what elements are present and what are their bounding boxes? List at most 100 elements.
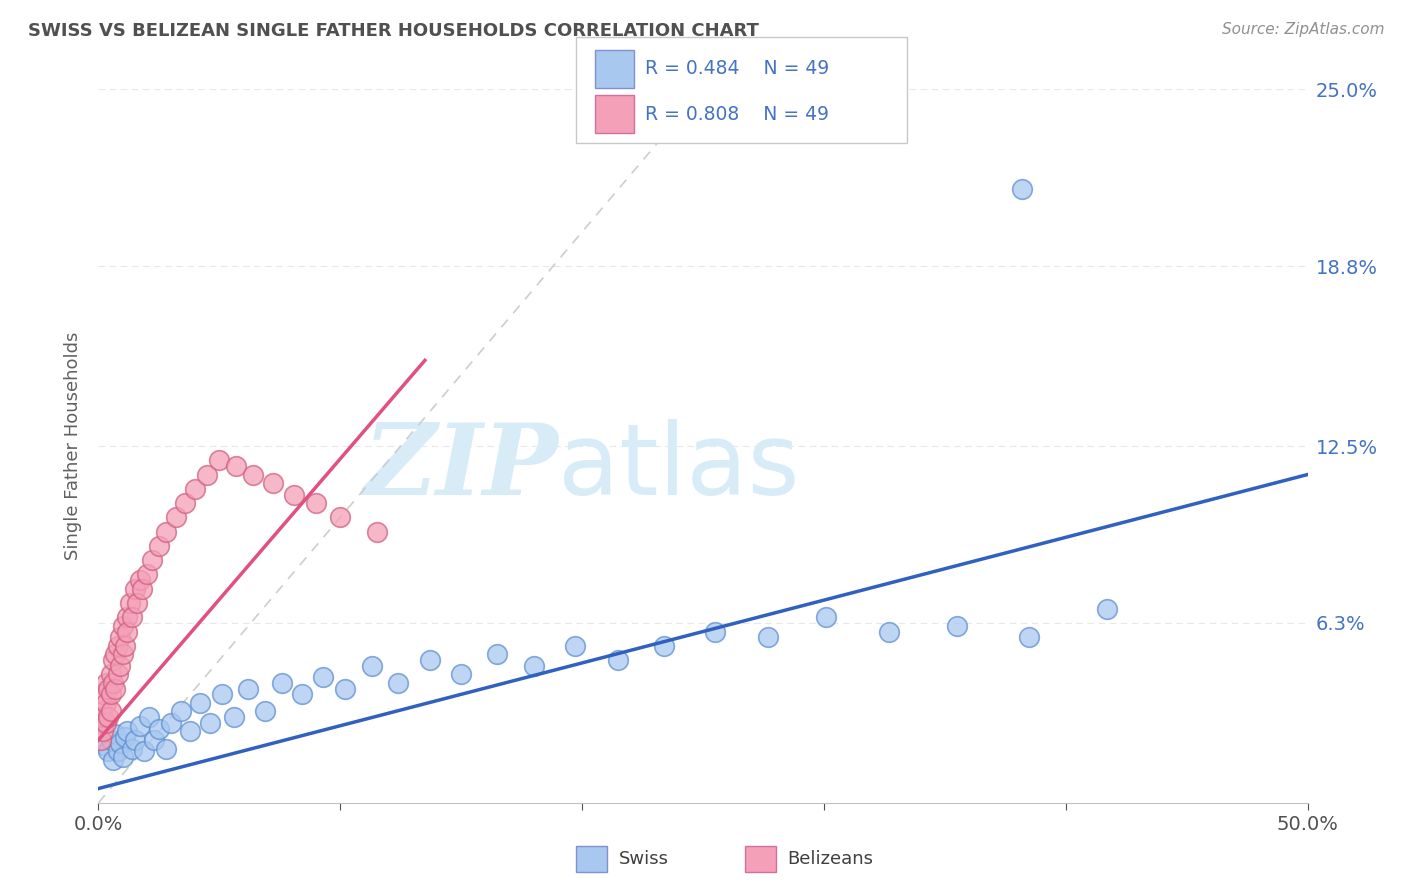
Point	[1095, 601, 1118, 615]
Point	[107, 744, 129, 758]
Point	[564, 639, 586, 653]
Point	[100, 733, 122, 747]
Point	[815, 610, 838, 624]
Point	[117, 624, 139, 639]
Point	[108, 630, 131, 644]
Point	[128, 719, 150, 733]
Point	[111, 648, 134, 662]
Point	[607, 653, 630, 667]
Point	[100, 687, 122, 701]
Point	[174, 496, 197, 510]
Point	[329, 510, 352, 524]
Point	[91, 710, 114, 724]
Point	[155, 524, 177, 539]
Point	[97, 744, 120, 758]
Point	[101, 653, 124, 667]
Point	[117, 610, 139, 624]
Point	[97, 710, 120, 724]
Text: Belizeans: Belizeans	[787, 850, 873, 868]
Point	[94, 696, 117, 710]
Point	[179, 724, 201, 739]
Y-axis label: Single Father Households: Single Father Households	[65, 332, 83, 560]
Point	[877, 624, 900, 639]
Point	[90, 705, 112, 719]
Text: Swiss: Swiss	[619, 850, 669, 868]
Point	[188, 696, 211, 710]
Point	[652, 639, 675, 653]
Point	[121, 741, 143, 756]
Text: Source: ZipAtlas.com: Source: ZipAtlas.com	[1222, 22, 1385, 37]
Point	[118, 596, 141, 610]
Point	[523, 658, 546, 673]
Point	[211, 687, 233, 701]
Point	[101, 753, 124, 767]
Point	[169, 705, 191, 719]
Point	[94, 676, 117, 690]
Point	[312, 670, 335, 684]
Point	[100, 667, 122, 681]
Point	[107, 639, 129, 653]
Point	[195, 467, 218, 482]
Point	[262, 476, 284, 491]
Point	[946, 619, 969, 633]
Point	[486, 648, 509, 662]
Point	[127, 596, 149, 610]
Point	[91, 715, 114, 730]
Point	[117, 724, 139, 739]
Text: SWISS VS BELIZEAN SINGLE FATHER HOUSEHOLDS CORRELATION CHART: SWISS VS BELIZEAN SINGLE FATHER HOUSEHOL…	[28, 22, 759, 40]
Point	[305, 496, 328, 510]
Point	[97, 681, 120, 696]
Point	[131, 582, 153, 596]
Point	[155, 741, 177, 756]
Point	[90, 715, 112, 730]
Point	[104, 648, 127, 662]
Point	[143, 733, 166, 747]
Point	[94, 739, 117, 753]
Point	[100, 705, 122, 719]
Point	[108, 736, 131, 750]
Point	[1018, 630, 1040, 644]
Text: atlas: atlas	[558, 419, 800, 516]
Point	[141, 553, 163, 567]
Point	[124, 582, 146, 596]
Point	[387, 676, 409, 690]
Point	[138, 710, 160, 724]
Point	[114, 730, 136, 744]
Point	[160, 715, 183, 730]
Point	[90, 733, 112, 747]
Text: ZIP: ZIP	[363, 419, 558, 516]
Point	[450, 667, 472, 681]
Point	[124, 733, 146, 747]
Point	[290, 687, 312, 701]
Point	[756, 630, 779, 644]
Point	[198, 715, 221, 730]
Point	[222, 710, 245, 724]
Point	[108, 658, 131, 673]
Point	[360, 658, 382, 673]
Point	[254, 705, 277, 719]
Point	[208, 453, 231, 467]
Point	[91, 724, 114, 739]
Point	[94, 715, 117, 730]
Point	[111, 619, 134, 633]
Point	[104, 681, 127, 696]
Point	[271, 676, 294, 690]
Point	[101, 676, 124, 690]
Point	[135, 567, 157, 582]
Point	[366, 524, 388, 539]
Point	[114, 639, 136, 653]
Point	[1011, 182, 1033, 196]
Point	[134, 744, 156, 758]
Point	[333, 681, 356, 696]
Point	[121, 610, 143, 624]
Point	[107, 667, 129, 681]
Point	[242, 467, 264, 482]
Point	[704, 624, 727, 639]
Point	[91, 687, 114, 701]
Point	[148, 539, 170, 553]
Point	[184, 482, 207, 496]
Text: R = 0.808    N = 49: R = 0.808 N = 49	[645, 104, 830, 124]
Point	[165, 510, 187, 524]
Point	[225, 458, 247, 473]
Point	[148, 722, 170, 736]
